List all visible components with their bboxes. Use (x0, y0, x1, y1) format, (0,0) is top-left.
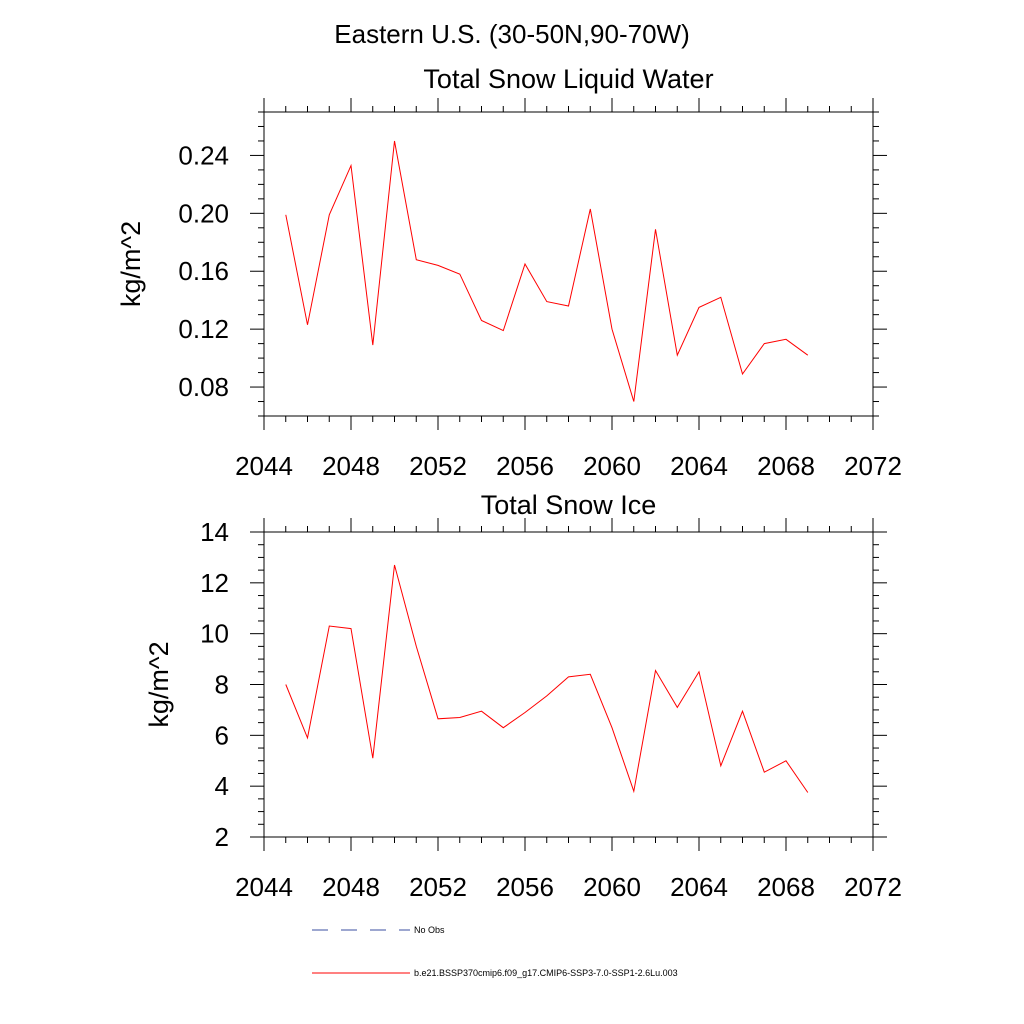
chart-0-plot-frame (263, 111, 874, 417)
chart-panel-snow-liquid-water: Total Snow Liquid Water kg/m^2 2044 2048 205… (116, 64, 902, 481)
chart-1-series-line-0 (285, 564, 809, 794)
legend: No Obs b.e21.BSSP370cmip6.f09_g17.CMIP6-… (312, 925, 678, 978)
chart-0-series-line-0 (285, 140, 809, 402)
chart-0-y-tick-label: 0.08 (178, 372, 229, 402)
chart-1-plot-frame (263, 531, 874, 838)
chart-0-x-tick-label: 2068 (757, 451, 815, 481)
legend-label-no-obs: No Obs (414, 925, 445, 935)
chart-1-x-tick-label: 2056 (496, 872, 554, 902)
chart-0-x-tick-label: 2072 (844, 451, 902, 481)
chart-1-x-tick-label: 2044 (235, 872, 293, 902)
chart-panel-snow-ice: Total Snow Ice kg/m^2 2044 2048 2052 2056 2060… (144, 490, 902, 902)
chart-1-y-tick-label: 8 (215, 670, 229, 700)
chart-0-x-tick-label: 2060 (583, 451, 641, 481)
chart-1-x-tick-label: 2068 (757, 872, 815, 902)
chart-0-x-tick-label: 2052 (409, 451, 467, 481)
chart-0-y-tick-label: 0.24 (178, 140, 229, 170)
chart-1-x-tick-label: 2072 (844, 872, 902, 902)
chart-1-y-tick-label: 6 (215, 720, 229, 750)
figure-title: Eastern U.S. (30-50N,90-70W) (334, 19, 689, 49)
chart-1-y-tick-label: 14 (200, 517, 229, 547)
chart-1-x-tick-label: 2048 (322, 872, 380, 902)
chart-0-y-axis-label: kg/m^2 (116, 221, 146, 307)
chart-0-x-tick-label: 2064 (670, 451, 728, 481)
chart-1-x-tick-label: 2060 (583, 872, 641, 902)
chart-0-y-tick-label: 0.16 (178, 256, 229, 286)
chart-0-x-tick-label: 2044 (235, 451, 293, 481)
chart-1-y-tick-label: 10 (200, 619, 229, 649)
chart-1-x-tick-label: 2052 (409, 872, 467, 902)
legend-label-model-run: b.e21.BSSP370cmip6.f09_g17.CMIP6-SSP3-7.… (414, 968, 678, 978)
chart-1-y-tick-label: 12 (200, 568, 229, 598)
chart-0-y-tick-label: 0.20 (178, 198, 229, 228)
chart-0-x-tick-label: 2056 (496, 451, 554, 481)
chart-1-y-axis-label: kg/m^2 (144, 641, 174, 727)
chart-1-y-tick-label: 4 (215, 771, 229, 801)
chart-0-y-tick-label: 0.12 (178, 314, 229, 344)
chart-0-title: Total Snow Liquid Water (423, 64, 713, 94)
chart-1-x-tick-label: 2064 (670, 872, 728, 902)
chart-1-y-tick-label: 2 (215, 822, 229, 852)
chart-0-x-tick-label: 2048 (322, 451, 380, 481)
chart-1-title: Total Snow Ice (481, 490, 657, 520)
